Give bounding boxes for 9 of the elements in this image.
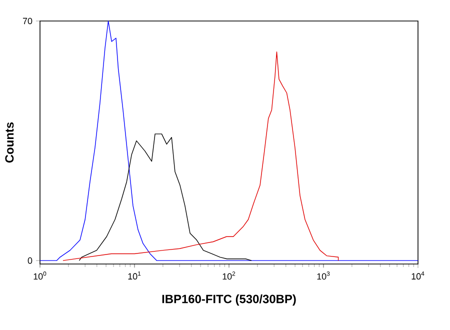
x-axis-title: IBP160-FITC (530/30BP)	[162, 294, 296, 306]
x-tick-label: 10$^{1}$	[128, 272, 141, 280]
x-tick-label: 10$^{4}$	[412, 272, 424, 280]
x-tick-label: 10$^{0}$	[34, 272, 46, 280]
y-tick-label: 0	[28, 257, 32, 264]
x-tick-label: 10$^{3}$	[317, 272, 330, 280]
y-axis-title: Counts	[5, 122, 14, 163]
y-tick-label: 70	[22, 18, 32, 24]
x-tick-label: 10$^{2}$	[222, 272, 236, 280]
